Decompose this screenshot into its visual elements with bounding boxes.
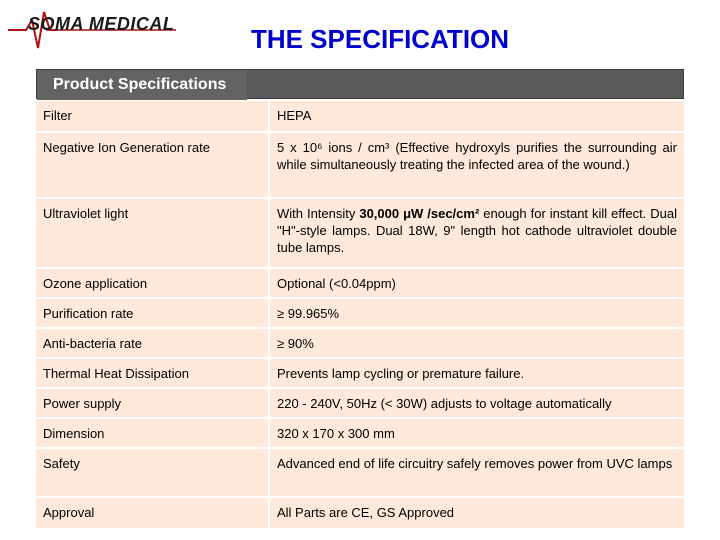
- row-label: Dimension: [36, 419, 268, 447]
- table-row: Filter HEPA: [36, 101, 684, 131]
- row-value: Optional (<0.04ppm): [270, 269, 684, 297]
- row-value: Prevents lamp cycling or premature failu…: [270, 359, 684, 387]
- row-value: ≥ 90%: [270, 329, 684, 357]
- row-value: Advanced end of life circuitry safely re…: [270, 449, 684, 496]
- table-row: Negative Ion Generation rate 5 x 10⁶ ion…: [36, 133, 684, 197]
- row-value: ≥ 99.965%: [270, 299, 684, 327]
- logo-text: SOMA MEDICAL: [28, 14, 175, 34]
- row-label: Negative Ion Generation rate: [36, 133, 268, 197]
- table-row: Thermal Heat Dissipation Prevents lamp c…: [36, 359, 684, 387]
- row-value: HEPA: [270, 101, 684, 131]
- table-row: Safety Advanced end of life circuitry sa…: [36, 449, 684, 496]
- row-label: Thermal Heat Dissipation: [36, 359, 268, 387]
- row-label: Purification rate: [36, 299, 268, 327]
- row-value-text: With Intensity: [277, 206, 360, 221]
- table-row: Power supply 220 - 240V, 50Hz (< 30W) ad…: [36, 389, 684, 417]
- table-header: Product Specifications: [36, 69, 684, 100]
- table-row: Dimension 320 x 170 x 300 mm: [36, 419, 684, 447]
- page-title: THE SPECIFICATION: [250, 24, 510, 54]
- table-row: Approval All Parts are CE, GS Approved: [36, 498, 684, 528]
- row-value-text: enough for instant kill effect. Dual "H"…: [277, 206, 677, 255]
- company-logo: SOMA MEDICAL: [6, 8, 178, 52]
- table-row: Ozone application Optional (<0.04ppm): [36, 269, 684, 297]
- row-label: Filter: [36, 101, 268, 131]
- row-label: Safety: [36, 449, 268, 496]
- row-label: Ozone application: [36, 269, 268, 297]
- row-label: Power supply: [36, 389, 268, 417]
- row-label: Ultraviolet light: [36, 199, 268, 267]
- spec-table: Product Specifications Filter HEPA Negat…: [36, 69, 684, 528]
- row-label: Approval: [36, 498, 268, 528]
- heartbeat-icon: [8, 11, 176, 49]
- row-value: 5 x 10⁶ ions / cm³ (Effective hydroxyls …: [270, 133, 684, 197]
- row-value: With Intensity 30,000 μW /sec/cm² enough…: [270, 199, 684, 267]
- table-row: Purification rate ≥ 99.965%: [36, 299, 684, 327]
- row-value-emphasis: 30,000 μW /sec/cm²: [359, 206, 480, 221]
- row-value: 320 x 170 x 300 mm: [270, 419, 684, 447]
- row-value: 220 - 240V, 50Hz (< 30W) adjusts to volt…: [270, 389, 684, 417]
- table-row: Anti-bacteria rate ≥ 90%: [36, 329, 684, 357]
- row-value: All Parts are CE, GS Approved: [270, 498, 684, 528]
- table-row: Ultraviolet light With Intensity 30,000 …: [36, 199, 684, 267]
- table-heading: Product Specifications: [37, 70, 247, 100]
- row-label: Anti-bacteria rate: [36, 329, 268, 357]
